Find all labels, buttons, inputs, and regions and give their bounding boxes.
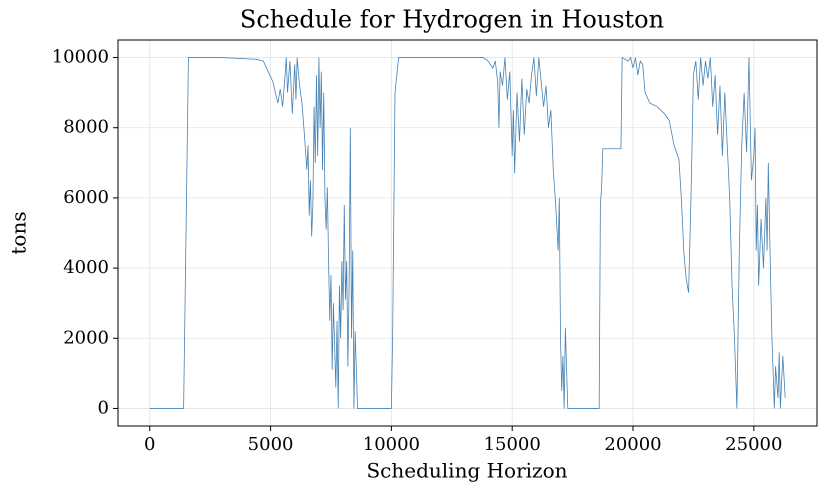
y-tick-label: 6000: [63, 187, 109, 208]
x-tick-label: 5000: [248, 434, 294, 455]
y-tick-label: 8000: [63, 117, 109, 138]
y-tick-label: 10000: [52, 47, 109, 68]
axes-frame: [117, 39, 818, 427]
data-line: [149, 56, 786, 409]
plot-area: [118, 40, 817, 426]
x-tick-label: 25000: [725, 434, 782, 455]
x-tick-label: 15000: [484, 434, 541, 455]
y-axis-label: tons: [7, 211, 31, 254]
x-tick-label: 20000: [604, 434, 661, 455]
x-tick-label: 0: [144, 434, 155, 455]
x-axis-label: Scheduling Horizon: [366, 459, 567, 483]
y-tick-label: 0: [98, 397, 109, 418]
chart-title: Schedule for Hydrogen in Houston: [240, 6, 664, 34]
y-tick-label: 2000: [63, 327, 109, 348]
x-tick-label: 10000: [363, 434, 420, 455]
y-tick-label: 4000: [63, 257, 109, 278]
